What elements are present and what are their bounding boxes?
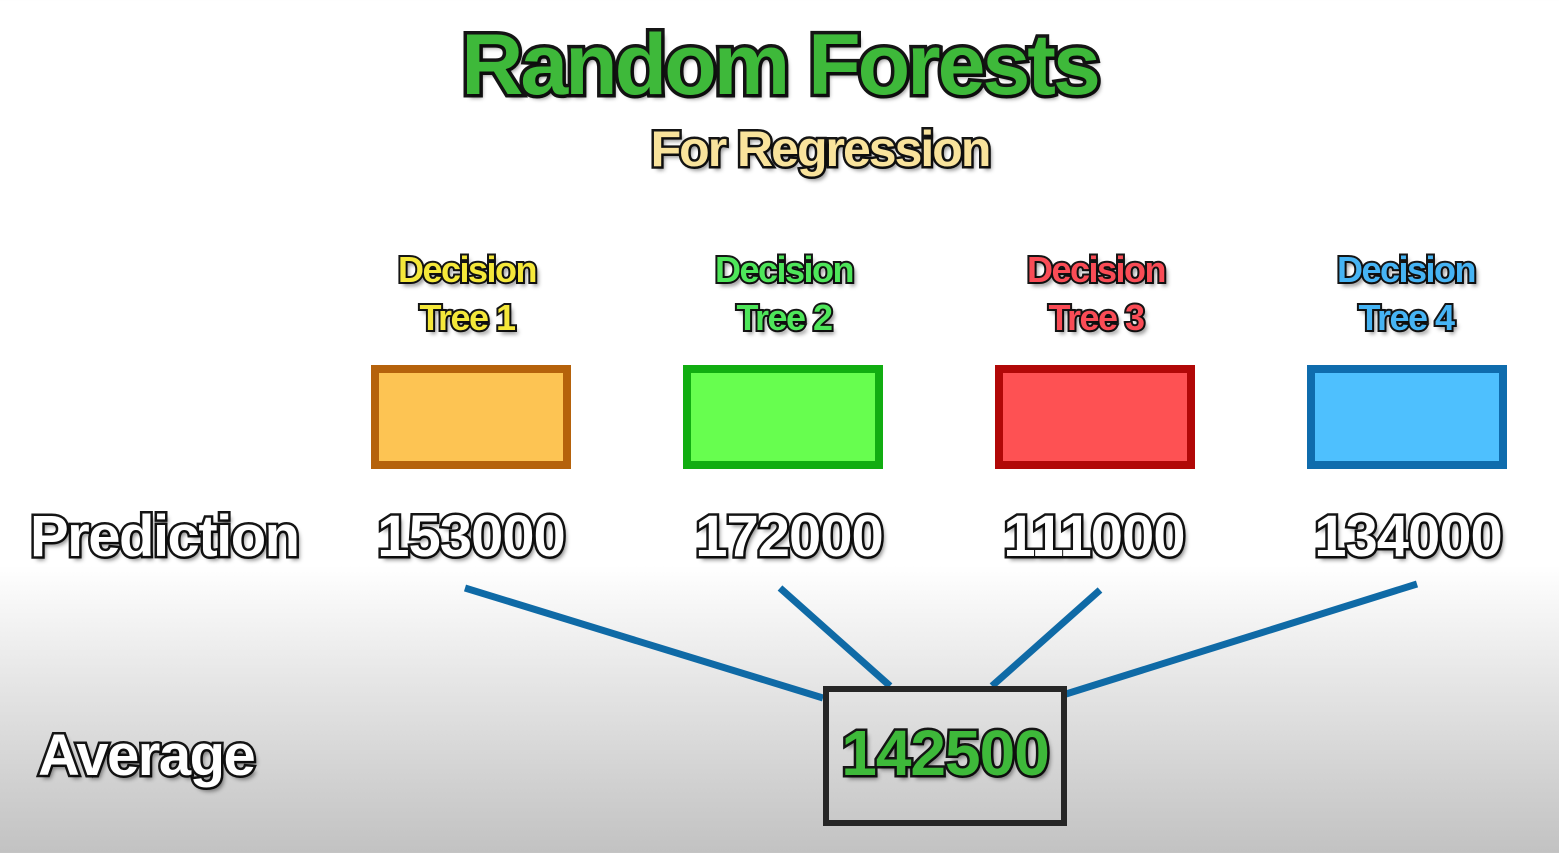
tree-label-line1: Decision [396, 247, 540, 292]
tree-label-1: Decision Tree 1 [347, 246, 587, 342]
title: Random Forests [458, 14, 1105, 117]
prediction-2: 172000 [693, 502, 887, 572]
prediction-label: Prediction [28, 502, 303, 572]
tree-box-3 [995, 365, 1195, 469]
tree-label-3: Decision Tree 3 [976, 246, 1216, 342]
prediction-4: 134000 [1312, 502, 1506, 572]
prediction-3: 111000 [1001, 502, 1188, 572]
tree-label-line2: Tree 2 [734, 295, 835, 340]
tree-box-2 [683, 365, 883, 469]
tree-box-1 [371, 365, 571, 469]
average-box [823, 686, 1067, 826]
prediction-1: 153000 [375, 502, 569, 572]
tree-label-4: Decision Tree 4 [1286, 246, 1526, 342]
tree-label-2: Decision Tree 2 [664, 246, 904, 342]
average-value: 142500 [839, 715, 1053, 792]
tree-label-line1: Decision [1025, 247, 1169, 292]
average-label: Average [35, 721, 258, 791]
tree-label-line1: Decision [713, 247, 857, 292]
tree-box-4 [1307, 365, 1507, 469]
connector-3 [989, 587, 1103, 689]
tree-label-line1: Decision [1335, 247, 1479, 292]
connector-1 [463, 584, 825, 702]
subtitle: For Regression [648, 119, 994, 180]
tree-label-line2: Tree 1 [417, 295, 518, 340]
connector-4 [1064, 580, 1419, 698]
tree-label-line2: Tree 4 [1356, 295, 1457, 340]
tree-label-line2: Tree 3 [1046, 295, 1147, 340]
connector-2 [777, 585, 893, 689]
